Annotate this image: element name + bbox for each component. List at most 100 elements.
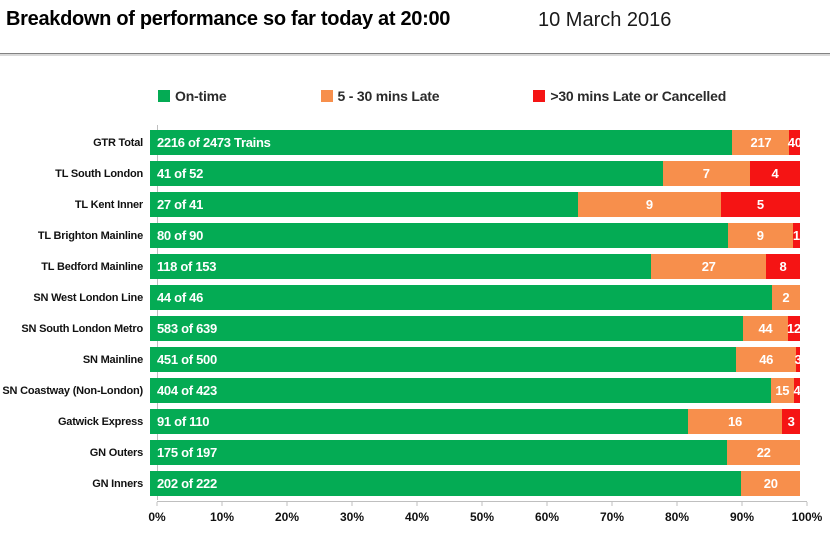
title-divider: [0, 53, 830, 56]
category-label: Gatwick Express: [57, 415, 143, 428]
chart-row: Gatwick Express 91 of 110 16 3: [0, 406, 807, 437]
legend-swatch-icon: [320, 90, 333, 102]
category-label: GTR Total: [93, 136, 143, 149]
bar-value-label: 27: [701, 259, 716, 274]
bar-segment-late: 217: [732, 130, 790, 155]
chart-row: SN South London Metro 583 of 639 44 12: [0, 313, 807, 344]
bar-track: 27 of 41 9 5: [150, 192, 800, 217]
x-axis-tick-label: 40%: [404, 510, 430, 524]
bar-segment-ontime: 175 of 197: [150, 440, 728, 465]
category-label: TL Bedford Mainline: [41, 260, 143, 273]
legend-label: >30 mins Late or Cancelled: [550, 88, 727, 104]
bar-value-label: 4: [793, 383, 801, 398]
bar-segment-late: 2: [771, 285, 800, 310]
bar-value-label: 44: [758, 321, 773, 336]
bar-segment-late: 22: [727, 440, 800, 465]
category-label: SN Mainline: [82, 353, 143, 366]
chart-row: TL South London 41 of 52 7 4: [0, 158, 807, 189]
bar-value-label: 40: [787, 135, 802, 150]
x-axis-tick: [546, 502, 548, 506]
legend-item: >30 mins Late or Cancelled: [533, 88, 726, 104]
bar-value-label: 404 of 423: [157, 383, 217, 398]
x-axis-tick-label: 30%: [339, 510, 365, 524]
bar-value-label: 4: [771, 166, 779, 181]
bar-value-label: 8: [779, 259, 787, 274]
bar-value-label: 7: [702, 166, 710, 181]
bar-track: 41 of 52 7 4: [150, 161, 800, 186]
bar-segment-ontime: 80 of 90: [150, 223, 728, 248]
x-axis-tick-label: 70%: [599, 510, 625, 524]
bar-segment-cancelled: 8: [766, 254, 800, 279]
bar-segment-late: 9: [578, 192, 721, 217]
bar-value-label: 27 of 41: [157, 197, 204, 212]
bar-segment-late: 7: [662, 161, 750, 186]
x-axis: 0% 10% 20% 30% 40% 50% 60% 70% 80% 90% 100%: [148, 501, 822, 531]
bar-value-label: 217: [750, 135, 772, 150]
report-date: 10 March 2016: [538, 9, 672, 31]
bar-value-label: 202 of 222: [157, 476, 217, 491]
x-axis-tick: [221, 502, 223, 506]
bar-segment-ontime: 41 of 52: [150, 161, 663, 186]
bar-value-label: 91 of 110: [157, 414, 210, 429]
bar-track: 80 of 90 9 1: [150, 223, 800, 248]
category-label: SN Coastway (Non-London): [2, 384, 143, 397]
bar-segment-late: 15: [770, 378, 794, 403]
bar-value-label: 20: [763, 476, 778, 491]
bar-segment-ontime: 202 of 222: [150, 471, 742, 496]
bar-segment-cancelled: 3: [782, 409, 800, 434]
bar-value-label: 2216 of 2473 Trains: [157, 135, 271, 150]
x-axis-tick-label: 60%: [534, 510, 560, 524]
bar-value-label: 451 of 500: [157, 352, 217, 367]
x-axis-tick: [351, 502, 353, 506]
legend-item: 5 - 30 mins Late: [320, 88, 440, 104]
chart-row: TL Kent Inner 27 of 41 9 5: [0, 189, 807, 220]
x-axis-tick-label: 10%: [209, 510, 235, 524]
bar-value-label: 2: [782, 290, 790, 305]
bar-segment-late: 44: [743, 316, 788, 341]
bar-segment-cancelled: 1: [792, 223, 800, 248]
bar-segment-cancelled: 4: [750, 161, 800, 186]
chart-row: TL Bedford Mainline 118 of 153 27 8: [0, 251, 807, 282]
chart-legend: On-time 5 - 30 mins Late >30 mins Late or …: [158, 88, 726, 104]
bar-value-label: 46: [759, 352, 774, 367]
bar-value-label: 15: [775, 383, 790, 398]
category-label: SN West London Line: [33, 291, 143, 304]
bar-segment-late: 16: [687, 409, 783, 434]
chart-row: SN Mainline 451 of 500 46 3: [0, 344, 807, 375]
bar-segment-late: 27: [651, 254, 766, 279]
x-axis-tick: [156, 502, 158, 506]
bar-segment-ontime: 404 of 423: [150, 378, 771, 403]
bar-segment-cancelled: 4: [793, 378, 801, 403]
x-axis-tick: [286, 502, 288, 506]
bar-value-label: 118 of 153: [157, 259, 217, 274]
performance-chart: GTR Total 2216 of 2473 Trains 217 40 TL Sout…: [0, 125, 807, 500]
x-axis-tick-label: 0%: [148, 510, 166, 524]
bar-track: 451 of 500 46 3: [150, 347, 802, 372]
chart-row: SN Coastway (Non-London) 404 of 423 15 4: [0, 375, 807, 406]
bar-value-label: 12: [786, 321, 801, 336]
bar-segment-ontime: 2216 of 2473 Trains: [150, 130, 733, 155]
category-label: TL Kent Inner: [74, 198, 143, 211]
bar-value-label: 3: [787, 414, 795, 429]
bar-segment-ontime: 583 of 639: [150, 316, 744, 341]
x-axis-tick: [416, 502, 418, 506]
bar-value-label: 16: [728, 414, 742, 429]
chart-row: GN Outers 175 of 197 22: [0, 437, 807, 468]
x-axis-tick: [481, 502, 483, 506]
chart-row: GN Inners 202 of 222 20: [0, 468, 807, 499]
legend-item: On-time: [158, 88, 227, 104]
bar-value-label: 44 of 46: [157, 290, 204, 305]
bar-segment-ontime: 451 of 500: [150, 347, 737, 372]
bar-value-label: 583 of 639: [157, 321, 217, 336]
bar-segment-cancelled: 12: [786, 316, 801, 341]
bar-value-label: 9: [756, 228, 764, 243]
legend-swatch-icon: [158, 90, 170, 102]
legend-swatch-icon: [533, 90, 546, 102]
bar-track: 583 of 639 44 12: [150, 316, 801, 341]
bar-track: 2216 of 2473 Trains 217 40: [150, 130, 802, 155]
bar-value-label: 9: [645, 197, 653, 212]
bar-track: 404 of 423 15 4: [150, 378, 801, 403]
bar-segment-late: 20: [741, 471, 800, 496]
bar-segment-ontime: 118 of 153: [150, 254, 652, 279]
